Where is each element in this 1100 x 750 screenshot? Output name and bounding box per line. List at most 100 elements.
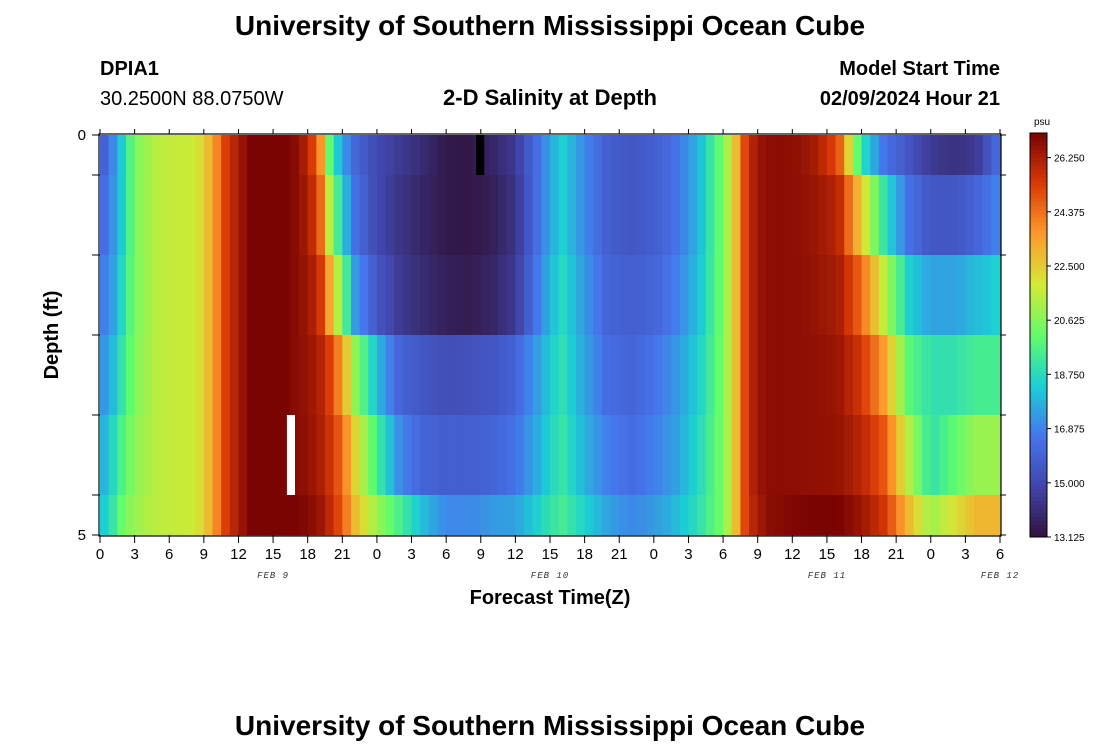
colorbar-swatch [1030,512,1047,518]
heatmap-cell [558,335,568,416]
heatmap-cell [818,135,828,176]
heatmap-cell [238,335,248,416]
heatmap-cell [134,495,144,536]
colorbar-swatch [1030,520,1047,526]
heatmap-cell [974,175,984,256]
heatmap-cell [601,255,612,336]
heatmap-cell [350,415,361,496]
heatmap-cell [212,255,222,336]
heatmap-cell [636,415,646,496]
heatmap-cell [108,135,118,176]
heatmap-cell [290,255,300,336]
x-tick-label: 9 [754,546,762,563]
heatmap-cell [333,495,343,536]
heatmap-cell [325,335,335,416]
heatmap-cell [714,495,724,536]
heatmap-cell [385,175,395,256]
heatmap-cell [783,255,793,336]
colorbar-swatch [1030,532,1047,538]
heatmap-cell [705,175,716,256]
heatmap-cell [177,335,188,416]
heatmap-cell [601,175,612,256]
heatmap-cell [636,335,646,416]
heatmap-cell [437,335,447,416]
colorbar-swatch [1030,161,1047,166]
heatmap-cell [532,255,542,336]
heatmap-cell [498,495,508,536]
heatmap-cell [593,495,603,536]
heatmap-cell [143,335,153,416]
colorbar-swatch [1030,145,1047,150]
heatmap-cell [809,415,819,496]
heatmap-cell [593,415,603,496]
figure-title: University of Southern Mississippi Ocean… [235,10,865,41]
heatmap-cell [627,335,638,416]
heatmap-cell [524,135,534,176]
heatmap-cell [489,175,499,256]
heatmap-cell [956,415,966,496]
colorbar-swatch [1030,423,1047,429]
heatmap-cell [160,255,170,336]
heatmap-cell [316,135,326,176]
heatmap-cell [749,415,759,496]
heatmap-cell [402,135,413,176]
heatmap-cell [636,255,646,336]
heatmap-cell [740,135,750,176]
day-label: FEB 10 [531,571,569,581]
heatmap-cell [134,175,144,256]
colorbar-label: 13.125 [1054,533,1085,544]
heatmap-cell [299,335,309,416]
heatmap-cell [350,255,361,336]
x-tick-label: 18 [299,546,316,563]
colorbar-swatch [1030,250,1047,255]
colorbar-swatch [1030,234,1047,239]
heatmap-cell [100,415,110,496]
heatmap-cell [472,335,482,416]
heatmap-cell [299,135,309,176]
heatmap-cell [913,175,923,256]
heatmap-cell [705,335,716,416]
heatmap-cell [567,495,577,536]
heatmap-cell [835,255,845,336]
heatmap-cell [100,335,110,416]
heatmap-cell [489,495,499,536]
heatmap-cell [143,495,153,536]
heatmap-cell [930,255,941,336]
heatmap-cell [325,255,335,336]
heatmap-cell [238,415,248,496]
model-start-value: 02/09/2024 Hour 21 [820,88,1000,110]
colorbar-swatch [1030,298,1047,304]
heatmap-cell [930,495,941,536]
heatmap-cell [290,335,300,416]
heatmap-cell [904,175,915,256]
heatmap-cell [160,175,170,256]
x-tick-label: 3 [130,546,138,563]
heatmap-cell [913,335,923,416]
heatmap-cell [792,175,802,256]
heatmap-cell [723,495,733,536]
colorbar-swatch [1030,238,1047,243]
heatmap-cell [100,135,110,176]
x-tick-label: 21 [334,546,351,563]
heatmap-cell [688,175,698,256]
heatmap-cell [368,335,378,416]
heatmap-cell [463,415,473,496]
colorbar-swatch [1030,335,1047,340]
colorbar-swatch [1030,516,1047,522]
heatmap-cell [636,135,646,176]
heatmap-cell [143,135,153,176]
heatmap-cell [593,175,603,256]
heatmap-cell [835,415,845,496]
heatmap-cell [956,335,966,416]
heatmap-cell [125,175,136,256]
heatmap-cell [489,255,499,336]
colorbar-swatch [1030,375,1047,380]
colorbar-swatch [1030,229,1047,235]
heatmap-cell [896,495,906,536]
colorbar-swatch [1030,500,1047,506]
heatmap-cell [264,255,274,336]
heatmap-cell [800,495,811,536]
heatmap-cell [186,495,196,536]
heatmap-cell [991,335,1001,416]
